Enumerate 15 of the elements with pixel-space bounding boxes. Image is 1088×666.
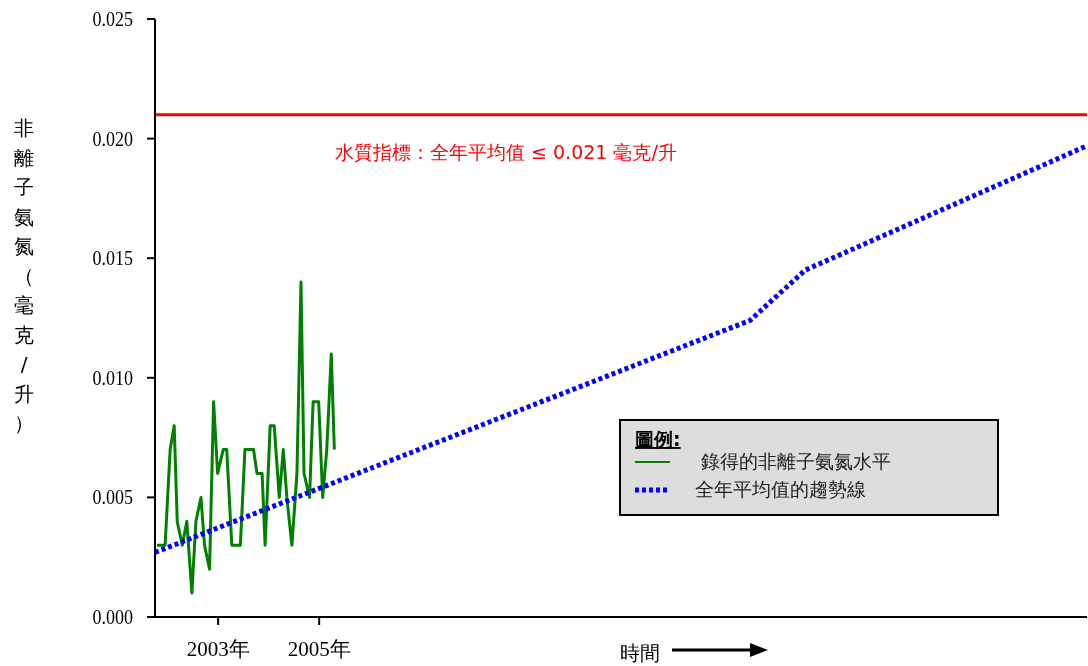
y-tick-label: 0.020 [92, 125, 133, 150]
x-tick-label: 2003年 [186, 637, 250, 661]
y-tick-label: 0.015 [92, 245, 133, 270]
x-axis-title: 時間 [620, 641, 660, 665]
legend-title: 圖例: [635, 428, 681, 450]
ref-line-label: 水質指標：全年平均值 ≤ 0.021 毫克/升 [335, 140, 677, 163]
ref-line: 水質指標：全年平均值 ≤ 0.021 毫克/升 [155, 113, 1087, 163]
text: 非離子氨氮（毫克/升） [14, 116, 34, 435]
legend-label: 全年平均值的趨勢線 [695, 478, 866, 500]
y-tick-label: 0.010 [92, 365, 133, 390]
y-tick-label: 0.000 [92, 604, 133, 629]
y-tick-label: 0.025 [92, 6, 133, 31]
x-tick-label: 2005年 [287, 637, 351, 661]
legend-label: 錄得的非離子氨氮水平 [701, 450, 891, 472]
y-tick-label: 0.005 [92, 484, 133, 509]
